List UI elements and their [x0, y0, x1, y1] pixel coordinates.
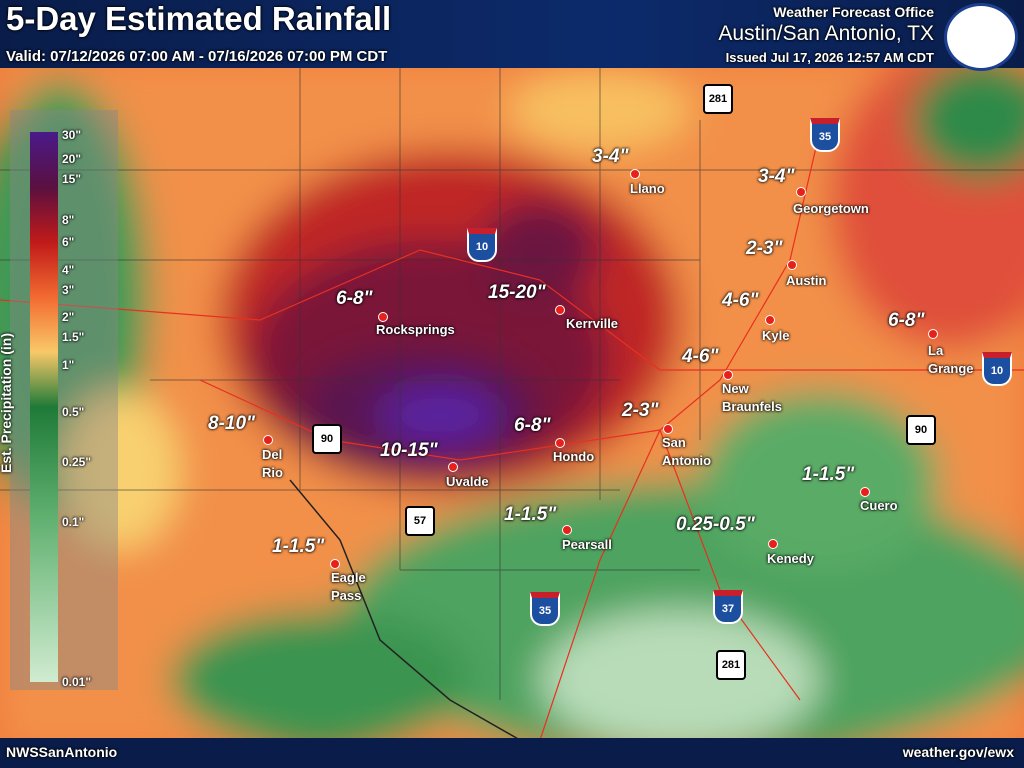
- interstate-shield: 37: [713, 590, 743, 624]
- footer-right: weather.gov/ewx: [902, 744, 1014, 760]
- rainfall-amount: 1-1.5": [504, 504, 557, 525]
- city-marker: [860, 487, 870, 497]
- city-marker: [723, 370, 733, 380]
- rainfall-amount: 6-8": [514, 415, 551, 436]
- city-marker: [263, 435, 273, 445]
- rainfall-amount: 2-3": [622, 400, 659, 421]
- city-name: Cuero: [860, 498, 898, 513]
- rainfall-amount: 0.25-0.5": [676, 514, 755, 535]
- city-marker: [787, 260, 797, 270]
- rainfall-amount: 3-4": [592, 146, 629, 167]
- footer-bar: [0, 738, 1024, 768]
- legend-label: 4": [62, 263, 75, 277]
- nws-logo: [944, 3, 1018, 71]
- rainfall-amount: 2-3": [746, 238, 783, 259]
- legend-label: 2": [62, 310, 75, 324]
- header-bar: [0, 0, 1024, 68]
- valid-time: Valid: 07/12/2026 07:00 AM - 07/16/2026 …: [6, 48, 388, 65]
- legend-label: 30": [62, 128, 82, 142]
- city-name: Rocksprings: [376, 322, 455, 337]
- us-route-shield: 57: [405, 506, 435, 536]
- rainfall-amount: 1-1.5": [272, 536, 325, 557]
- legend-label: 0.5": [62, 405, 85, 419]
- legend-label: 15": [62, 172, 82, 186]
- city-name: Georgetown: [793, 201, 869, 216]
- city-name: Eagle Pass: [331, 570, 366, 603]
- rainfall-amount: 6-8": [888, 310, 925, 331]
- city-marker: [555, 305, 565, 315]
- rainfall-amount: 3-4": [758, 166, 795, 187]
- city-name: Uvalde: [446, 474, 489, 489]
- city-marker: [448, 462, 458, 472]
- legend-label: 3": [62, 283, 75, 297]
- legend-color-bar: [30, 132, 58, 682]
- city-marker: [765, 315, 775, 325]
- city-marker: [630, 169, 640, 179]
- city-name: Austin: [786, 273, 827, 288]
- rainfall-amount: 1-1.5": [802, 464, 855, 485]
- city-name: Del Rio: [262, 447, 283, 480]
- legend-panel: [10, 110, 118, 690]
- interstate-shield: 10: [467, 228, 497, 262]
- city-marker: [768, 539, 778, 549]
- legend-label: 20": [62, 152, 82, 166]
- city-name: Hondo: [553, 449, 595, 464]
- city-name: Kenedy: [767, 551, 814, 566]
- legend-label: 1": [62, 358, 75, 372]
- rainfall-amount: 8-10": [208, 413, 256, 434]
- city-name: San Antonio: [662, 435, 712, 468]
- rainfall-amount: 4-6": [722, 290, 759, 311]
- interstate-shield: 35: [530, 592, 560, 626]
- city-marker: [330, 559, 340, 569]
- rainfall-amount: 6-8": [336, 288, 373, 309]
- legend-title: Est. Precipitation (in): [0, 332, 15, 474]
- river: [289, 479, 521, 741]
- rainfall-amount: 10-15": [380, 440, 438, 461]
- office: Weather Forecast Office: [773, 4, 934, 20]
- issued: Issued Jul 17, 2026 12:57 AM CDT: [725, 50, 934, 65]
- city-name: La Grange: [928, 343, 974, 376]
- city-marker: [378, 312, 388, 322]
- city-marker: [562, 525, 572, 535]
- legend-label: 0.1": [62, 515, 85, 529]
- title: 5-Day Estimated Rainfall: [6, 0, 392, 37]
- legend-label: 0.01": [62, 675, 92, 689]
- interstate-shield: 10: [982, 352, 1012, 386]
- city-marker: [663, 424, 673, 434]
- city-name: Pearsall: [562, 537, 612, 552]
- rainfall-amount: 4-6": [682, 346, 719, 367]
- city-name: Llano: [630, 181, 665, 196]
- rain-field: [0, 50, 1024, 760]
- city-name: Kyle: [762, 328, 790, 343]
- legend-label: 8": [62, 213, 75, 227]
- legend-label: 1.5": [62, 330, 85, 344]
- us-route-shield: 90: [906, 415, 936, 445]
- us-route-shield: 281: [703, 84, 733, 114]
- county-lines: [0, 60, 1024, 700]
- us-route-shield: 90: [312, 424, 342, 454]
- city-marker: [928, 329, 938, 339]
- city-marker: [796, 187, 806, 197]
- rainfall-amount: 15-20": [488, 282, 546, 303]
- city-name: New Braunfels: [722, 381, 782, 414]
- us-route-shield: 281: [716, 650, 746, 680]
- city-name: Kerrville: [566, 316, 619, 331]
- city-marker: [555, 438, 565, 448]
- legend-label: 0.25": [62, 455, 92, 469]
- legend-label: 6": [62, 235, 75, 249]
- interstate-shield: 35: [810, 118, 840, 152]
- location: Austin/San Antonio, TX: [718, 22, 934, 45]
- footer-left: NWSSanAntonio: [6, 744, 118, 760]
